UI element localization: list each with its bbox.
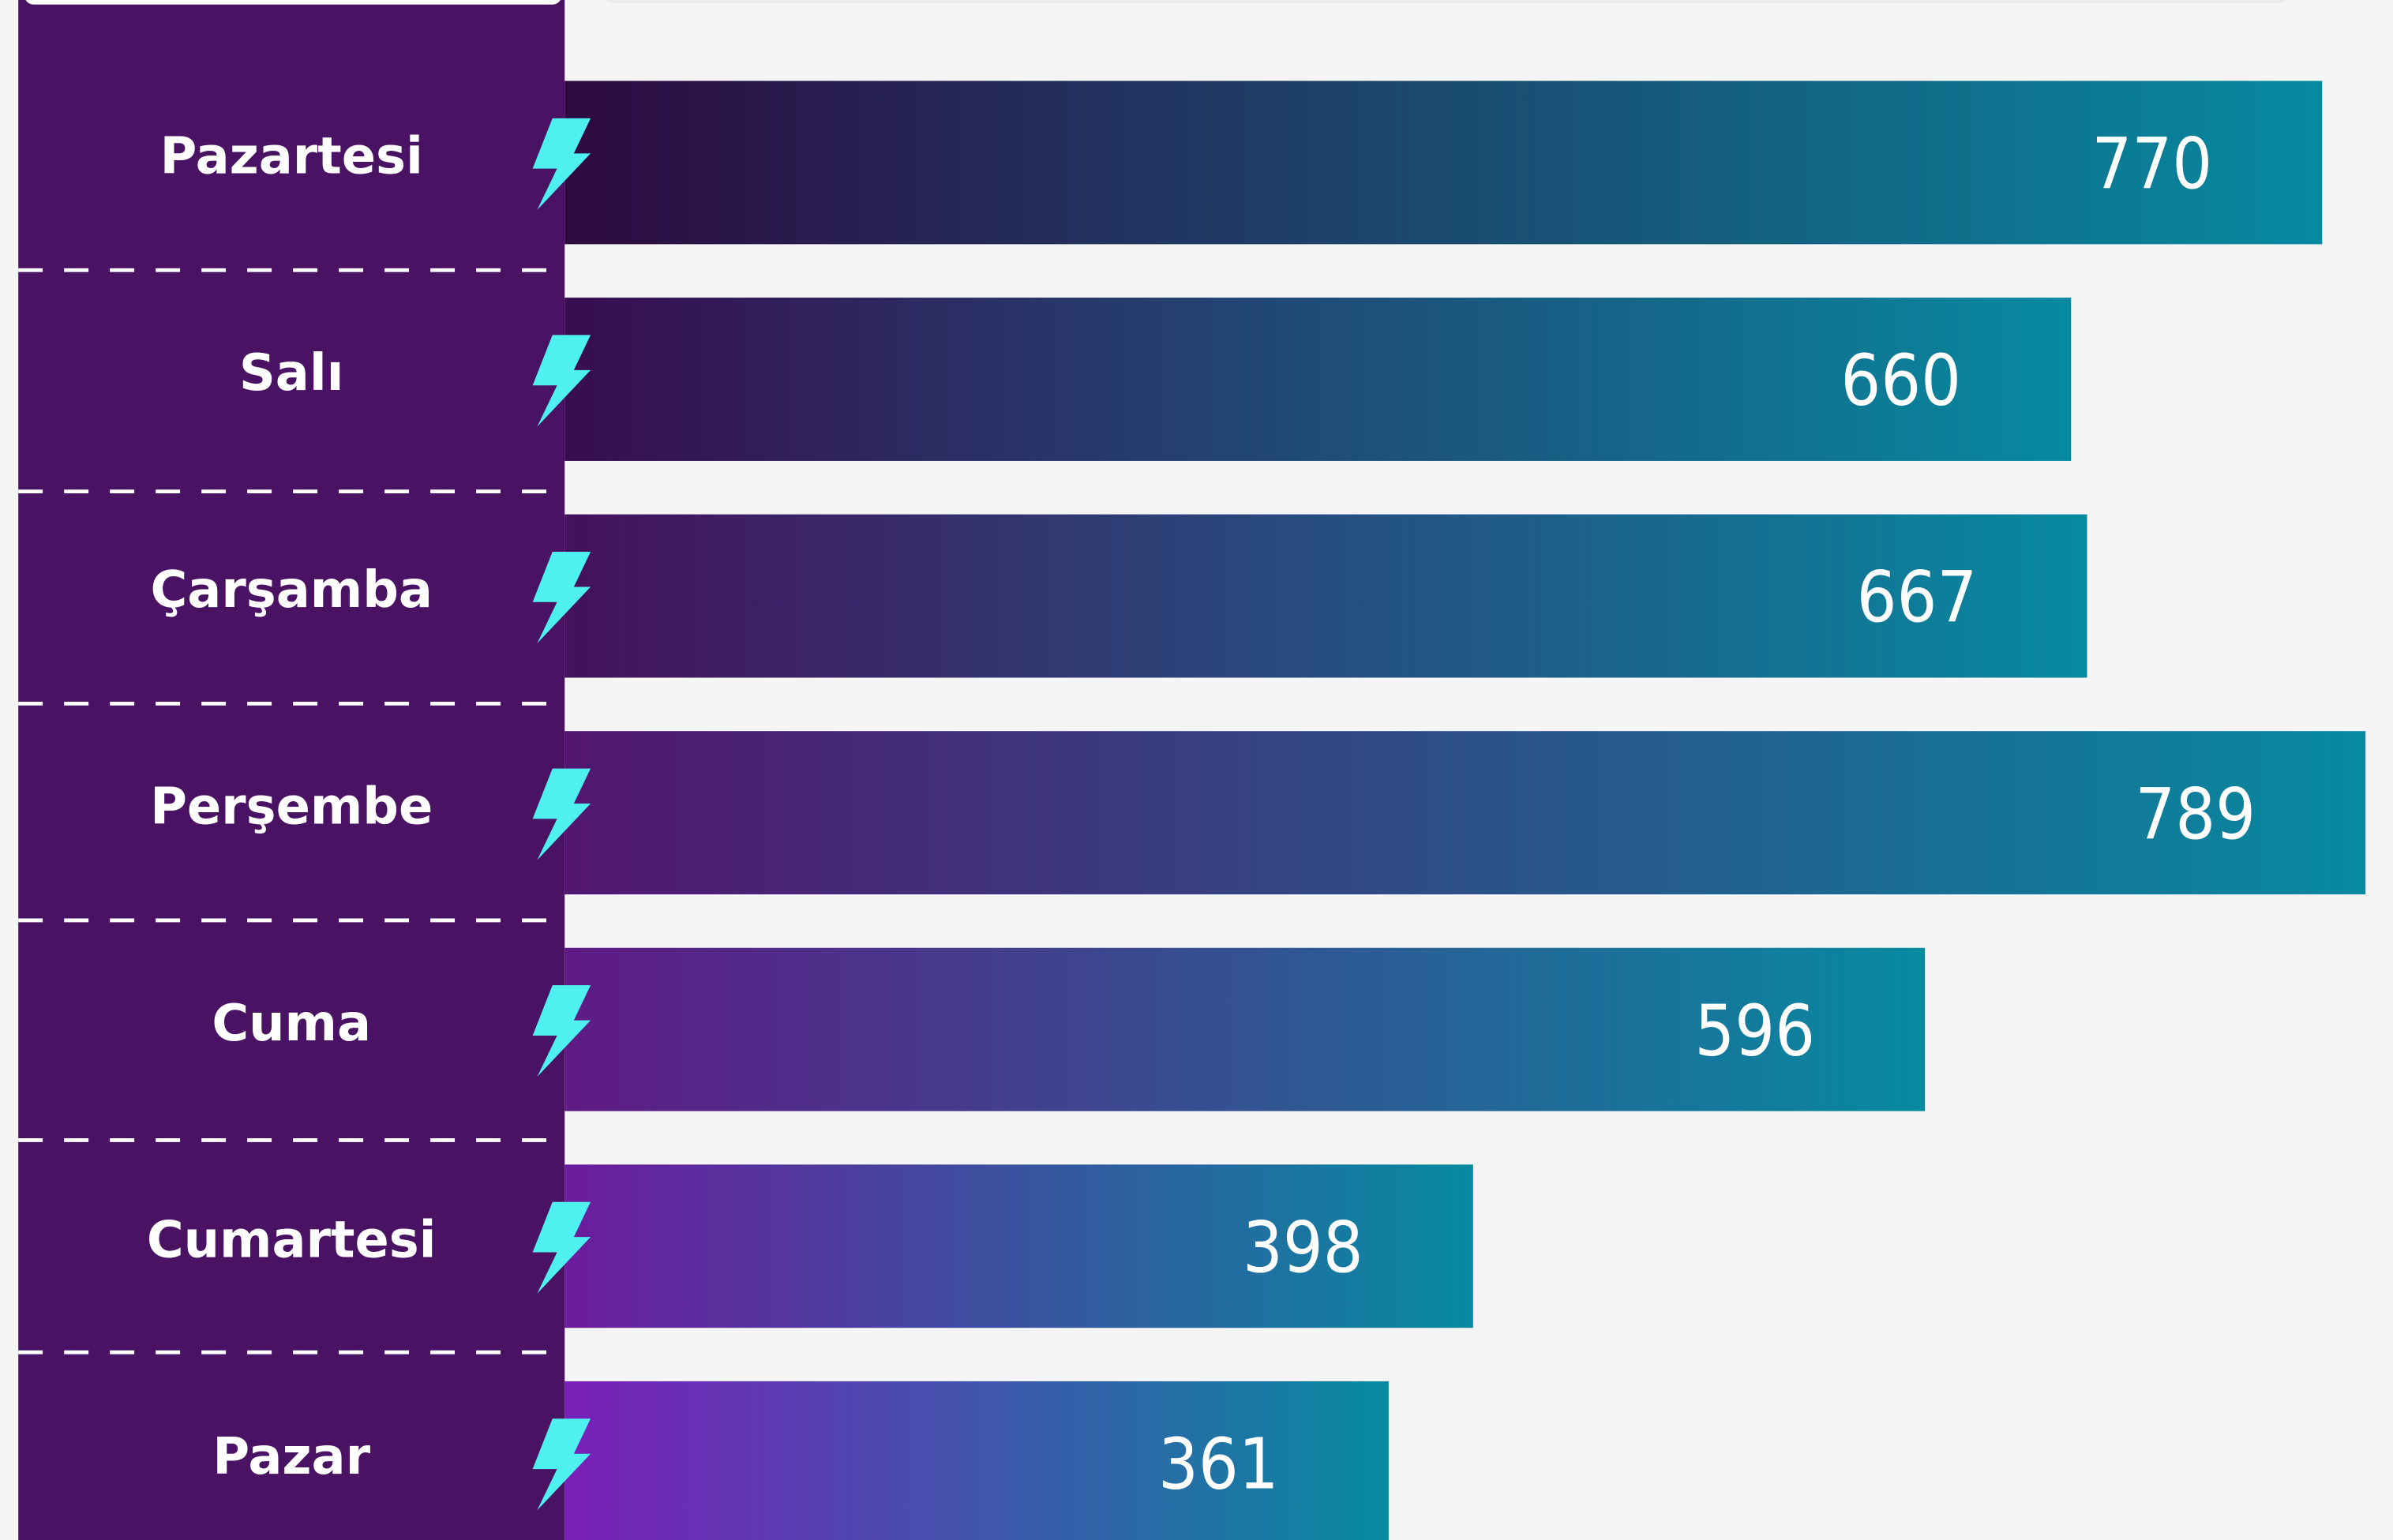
- category-label: Cuma: [212, 995, 371, 1053]
- bar: [564, 298, 2072, 461]
- bar: [564, 947, 1926, 1111]
- bolt-icon: [532, 551, 591, 644]
- top-box: [25, 0, 561, 5]
- bolt-icon: [532, 768, 591, 860]
- top-strip: [605, 0, 2287, 3]
- bar: [564, 731, 2366, 895]
- value-label: 361: [1158, 1422, 1279, 1504]
- category-label: Cumartesi: [147, 1211, 437, 1269]
- value-label: 660: [1840, 339, 1961, 422]
- bolt-icon: [532, 985, 591, 1077]
- value-label: 667: [1857, 556, 1978, 638]
- bolt-icon: [532, 1418, 591, 1511]
- bolt-icon: [532, 118, 591, 210]
- category-label: Pazar: [212, 1428, 370, 1486]
- category-label: Salı: [239, 344, 344, 403]
- label-panel: [18, 0, 565, 1540]
- value-label: 398: [1243, 1206, 1363, 1288]
- category-label: Çarşamba: [151, 561, 433, 620]
- category-label: Pazartesi: [160, 128, 423, 186]
- category-label: Perşembe: [150, 777, 433, 836]
- bolt-icon: [532, 1201, 591, 1294]
- value-label: 770: [2091, 122, 2212, 204]
- bar: [564, 1164, 1473, 1328]
- value-label: 596: [1694, 989, 1815, 1071]
- bolt-icon: [532, 335, 591, 427]
- bar: [564, 1381, 1389, 1540]
- bar: [564, 81, 2323, 245]
- bar: [564, 514, 2087, 678]
- value-label: 789: [2135, 773, 2256, 855]
